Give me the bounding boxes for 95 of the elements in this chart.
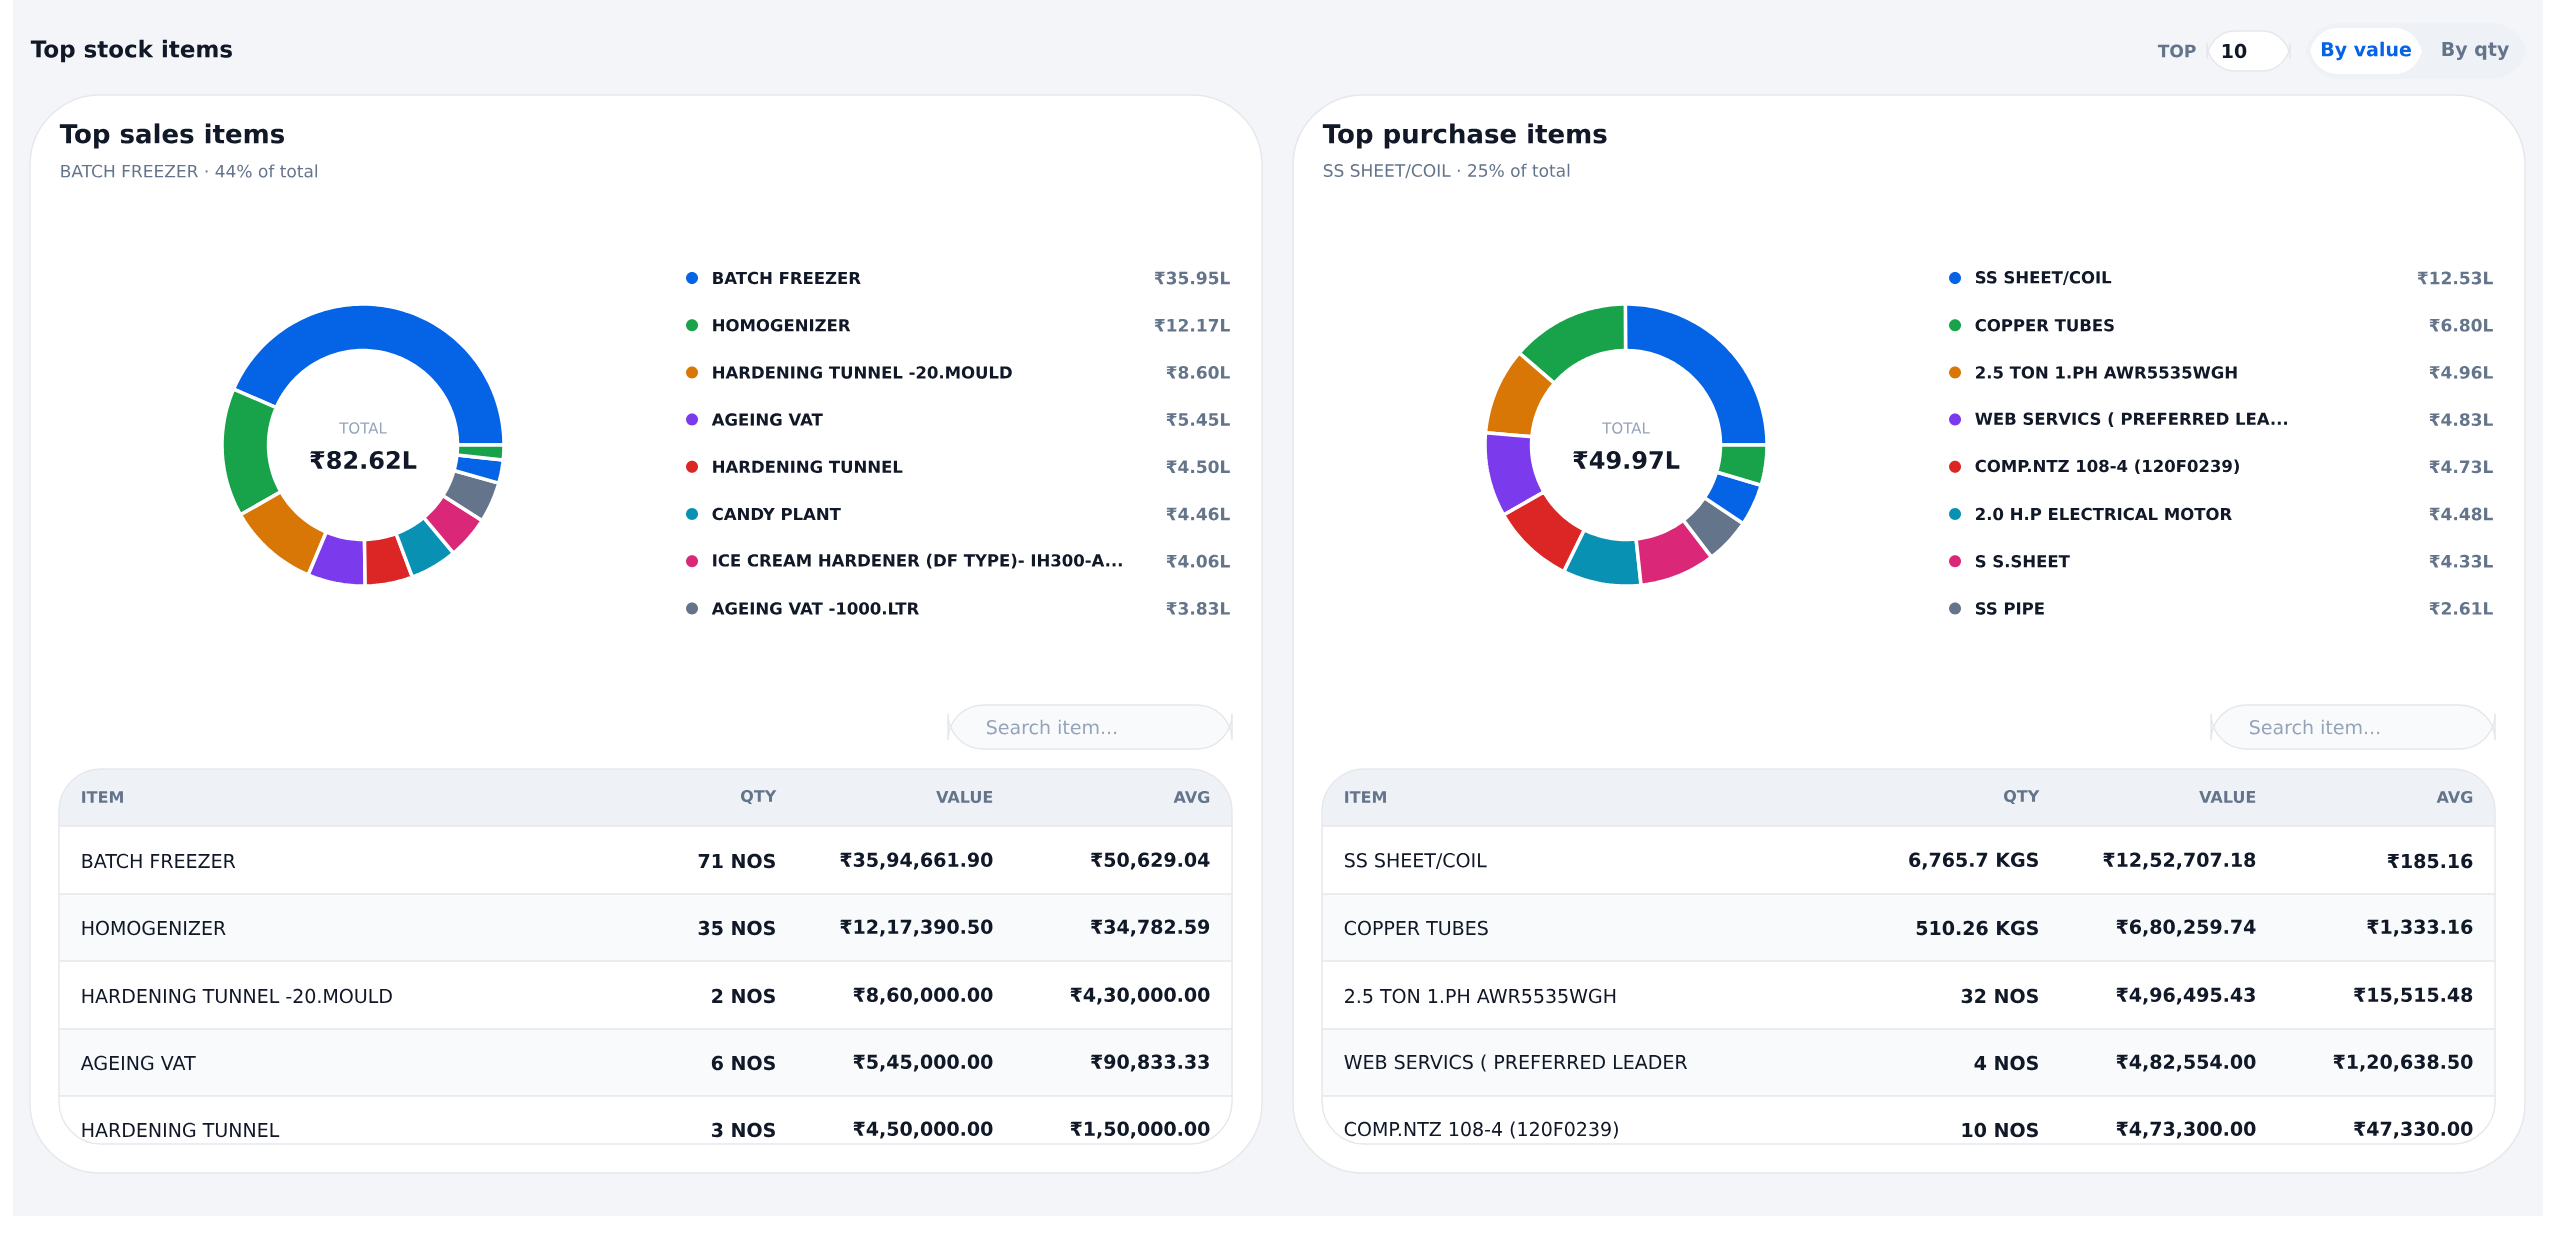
text: 2 NOS <box>712 988 775 1004</box>
text: ₹6,80,259.74 <box>2116 919 2256 937</box>
text: ₹5,45,000.00 <box>853 1054 993 1072</box>
text: AVG <box>2436 790 2473 804</box>
text: ₹4,73,300.00 <box>2116 1121 2256 1139</box>
data-label: ₹4.96L <box>2429 365 2493 379</box>
text: BATCH FREEZER <box>82 853 236 869</box>
data-label: ₹12.17L <box>1154 318 1230 332</box>
text: 71 NOS <box>698 853 775 869</box>
text: ₹4,96,495.43 <box>2116 987 2255 1005</box>
text: TOP <box>2157 44 2196 58</box>
text: 510.26 KGS <box>1916 920 2038 936</box>
text: ₹49.97L <box>1573 450 1680 470</box>
legend-label: SS SHEET/COIL <box>1975 271 2112 285</box>
text: By value <box>2321 41 2411 61</box>
text: ₹90,833.33 <box>1090 1054 1209 1072</box>
text: ₹50,629.04 <box>1090 852 1210 870</box>
legend-label: BATCH FREEZER <box>713 271 861 285</box>
text: 35 NOS <box>698 920 775 936</box>
text: ₹4,30,000.00 <box>1070 987 1210 1005</box>
text: COMP.NTZ 108-4 (120F0239) <box>1344 1121 1618 1139</box>
data-label: ₹12.53L <box>2417 271 2493 285</box>
text: Search item... <box>2250 719 2380 735</box>
data-label: ₹4.46L <box>1166 507 1230 521</box>
data-label: ₹4.83L <box>2429 413 2493 427</box>
chart-subtitle: BATCH FREEZER · 44% of total <box>61 164 318 178</box>
text: Top stock items <box>30 39 232 63</box>
data-label: ₹35.95L <box>1154 271 1230 285</box>
legend-label: S S.SHEET <box>1975 554 2070 568</box>
legend-label: WEB SERVICS ( PREFERRED LEA... <box>1975 412 2287 427</box>
legend-label: COPPER TUBES <box>1975 318 2114 332</box>
text: SS SHEET/COIL <box>1344 853 1487 869</box>
text: 32 NOS <box>1961 988 2038 1004</box>
text: VALUE <box>936 791 993 803</box>
legend-label: AGEING VAT -1000.LTR <box>711 602 919 615</box>
text: TOTAL <box>1602 422 1650 434</box>
data-label: ₹2.61L <box>2429 601 2493 615</box>
data-label: ₹3.83L <box>1166 601 1230 615</box>
text: WEB SERVICS ( PREFERRED LEADER <box>1344 1054 1688 1072</box>
text: 6 NOS <box>711 1055 775 1071</box>
text: ₹15,515.48 <box>2353 987 2473 1005</box>
text: HARDENING TUNNEL -20.MOULD <box>82 988 392 1004</box>
data-label: ₹4.73L <box>2429 460 2493 474</box>
legend-label: HARDENING TUNNEL -20.MOULD <box>713 366 1012 379</box>
data-label: ₹4.50L <box>1166 460 1230 474</box>
text: ₹185.16 <box>2387 853 2473 869</box>
text: By qty <box>2442 41 2510 60</box>
text: ₹4,82,554.00 <box>2116 1054 2256 1072</box>
chart-subtitle: SS SHEET/COIL · 25% of total <box>1323 163 1570 179</box>
text: ₹34,782.59 <box>1090 919 1210 937</box>
text: VALUE <box>2199 791 2256 803</box>
text: Search item... <box>986 719 1117 735</box>
legend-label: SS PIPE <box>1975 602 2044 615</box>
text: ₹1,333.16 <box>2367 919 2473 937</box>
legend-label: HOMOGENIZER <box>713 318 851 332</box>
text: ₹35,94,661.90 <box>840 852 993 870</box>
text: ₹12,17,390.50 <box>840 919 993 937</box>
text: QTY <box>2004 789 2040 805</box>
text: ITEM <box>1345 791 1386 803</box>
text: COPPER TUBES <box>1344 920 1488 936</box>
data-label: ₹4.06L <box>1166 554 1230 568</box>
legend-label: 2.0 H.P ELECTRICAL MOTOR <box>1976 507 2232 521</box>
legend-label: CANDY PLANT <box>712 507 841 521</box>
text: ₹12,52,707.18 <box>2103 852 2256 870</box>
text: ITEM <box>82 791 123 803</box>
text: TOTAL <box>339 422 387 434</box>
text: 2.5 TON 1.PH AWR5535WGH <box>1345 988 1616 1004</box>
legend-label: HARDENING TUNNEL <box>713 460 903 474</box>
text: ₹47,330.00 <box>2353 1121 2473 1139</box>
data-label: ₹6.80L <box>2429 318 2493 332</box>
text: 10 NOS <box>1962 1122 2038 1138</box>
data-label: ₹5.45L <box>1166 413 1230 426</box>
text: 3 NOS <box>711 1122 775 1138</box>
text: AGEING VAT <box>80 1055 196 1071</box>
text: 4 NOS <box>1974 1055 2038 1071</box>
text: 6,765.7 KGS <box>1909 852 2038 870</box>
chart-title: Top purchase items <box>1322 123 1607 149</box>
text: ₹82.62L <box>310 450 417 470</box>
text: ₹4,50,000.00 <box>853 1121 993 1139</box>
data-label: ₹8.60L <box>1166 365 1230 379</box>
text: HARDENING TUNNEL <box>82 1122 280 1138</box>
text: ₹1,50,000.00 <box>1070 1121 1210 1139</box>
legend-label: COMP.NTZ 108-4 (120F0239) <box>1975 459 2239 475</box>
text: HOMOGENIZER <box>82 920 226 936</box>
text: ₹8,60,000.00 <box>853 987 993 1005</box>
legend-label: AGEING VAT <box>711 413 823 426</box>
legend-label: 2.5 TON 1.PH AWR5535WGH <box>1976 366 2237 379</box>
data-label: ₹4.33L <box>2429 554 2493 568</box>
text: ₹1,20,638.50 <box>2333 1054 2473 1072</box>
chart-title: Top sales items <box>59 123 284 149</box>
text: QTY <box>741 789 777 805</box>
text: AVG <box>1173 790 1210 804</box>
data-label: ₹4.48L <box>2429 507 2493 521</box>
legend-label: ICE CREAM HARDENER (DF TYPE)- IH300-A... <box>713 553 1122 569</box>
text: 10 <box>2222 43 2247 59</box>
